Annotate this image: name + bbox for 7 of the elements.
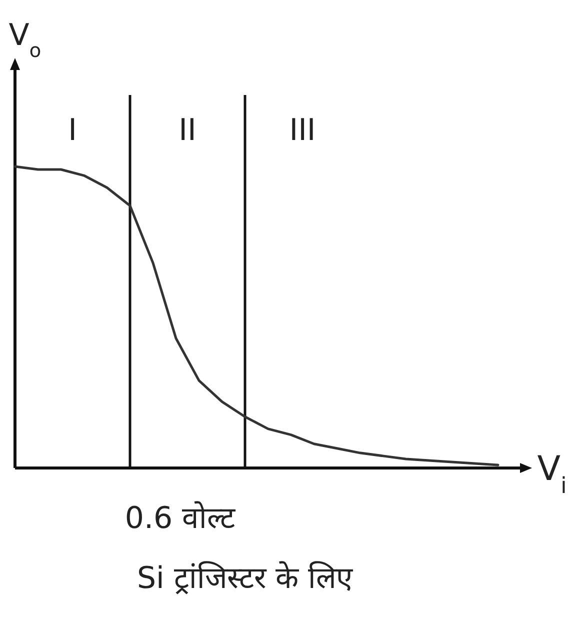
xlabel: V$_{i}$ [537,449,567,499]
annotation: 0.6 वोल्ट [124,501,236,536]
annotation: III [289,113,316,148]
annotation: II [178,113,196,148]
ylabel: V$_{o}$ [8,18,42,62]
annotation: I [68,113,77,148]
annotation: Si ट्रांजिस्टर के लिए [137,561,353,596]
